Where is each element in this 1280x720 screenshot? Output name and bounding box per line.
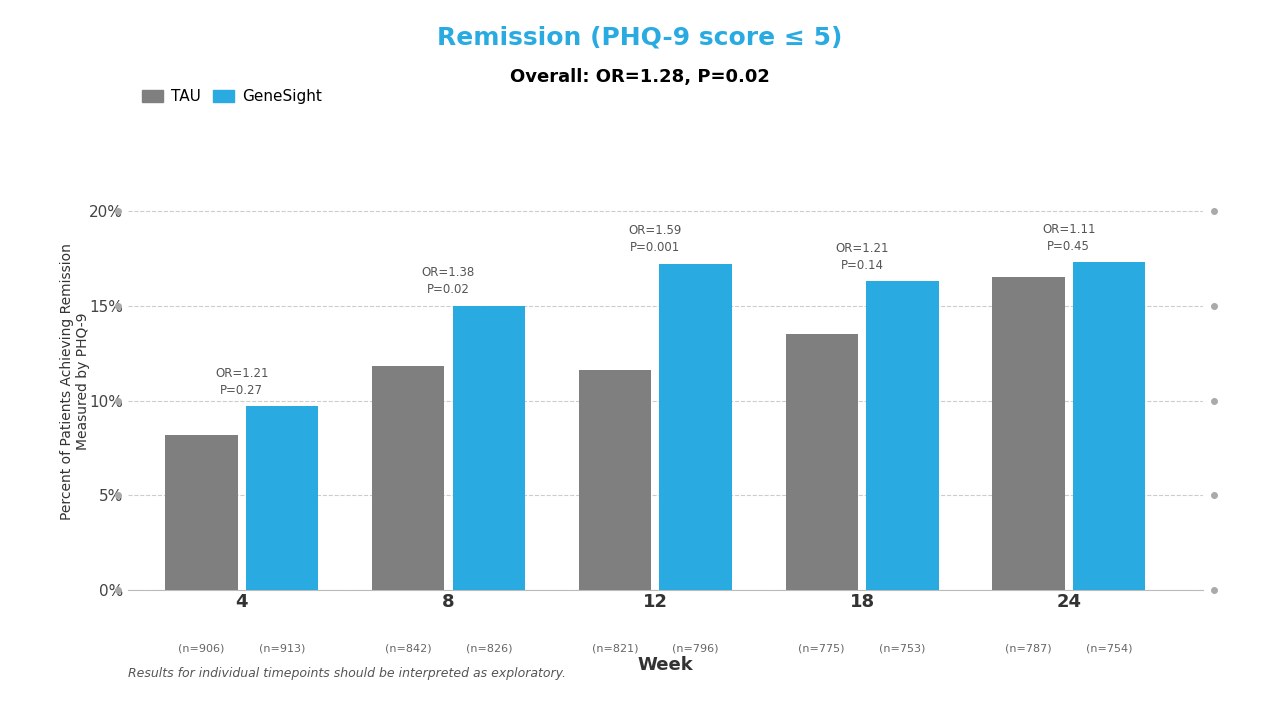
Text: (n=906): (n=906) bbox=[178, 644, 224, 654]
Bar bbox=[659, 264, 732, 590]
Text: OR=1.11
P=0.45: OR=1.11 P=0.45 bbox=[1042, 222, 1096, 253]
Bar bbox=[453, 306, 525, 590]
Bar bbox=[579, 370, 652, 590]
Text: OR=1.38
P=0.02: OR=1.38 P=0.02 bbox=[422, 266, 475, 296]
Bar bbox=[246, 406, 319, 590]
Text: OR=1.59
P=0.001: OR=1.59 P=0.001 bbox=[628, 225, 682, 254]
Text: (n=775): (n=775) bbox=[799, 644, 845, 654]
Bar bbox=[786, 334, 858, 590]
Legend: TAU, GeneSight: TAU, GeneSight bbox=[136, 84, 328, 110]
Text: Results for individual timepoints should be interpreted as exploratory.: Results for individual timepoints should… bbox=[128, 667, 566, 680]
Text: (n=754): (n=754) bbox=[1085, 644, 1133, 654]
Text: OR=1.21
P=0.14: OR=1.21 P=0.14 bbox=[836, 241, 888, 271]
Text: Overall: OR=1.28, P=0.02: Overall: OR=1.28, P=0.02 bbox=[509, 68, 771, 86]
Text: (n=821): (n=821) bbox=[591, 644, 639, 654]
Text: (n=826): (n=826) bbox=[466, 644, 512, 654]
Text: (n=787): (n=787) bbox=[1005, 644, 1052, 654]
Y-axis label: Percent of Patients Achieving Remission
Measured by PHQ-9: Percent of Patients Achieving Remission … bbox=[60, 243, 91, 520]
Text: (n=796): (n=796) bbox=[672, 644, 719, 654]
Text: Remission (PHQ-9 score ≤ 5): Remission (PHQ-9 score ≤ 5) bbox=[438, 25, 842, 49]
Text: (n=913): (n=913) bbox=[259, 644, 305, 654]
Text: (n=842): (n=842) bbox=[385, 644, 431, 654]
X-axis label: Week: Week bbox=[637, 656, 694, 674]
Text: OR=1.21
P=0.27: OR=1.21 P=0.27 bbox=[215, 366, 269, 397]
Bar bbox=[372, 366, 444, 590]
Bar bbox=[165, 435, 238, 590]
Bar bbox=[992, 277, 1065, 590]
Text: (n=753): (n=753) bbox=[879, 644, 925, 654]
Bar bbox=[867, 281, 938, 590]
Bar bbox=[1073, 262, 1146, 590]
